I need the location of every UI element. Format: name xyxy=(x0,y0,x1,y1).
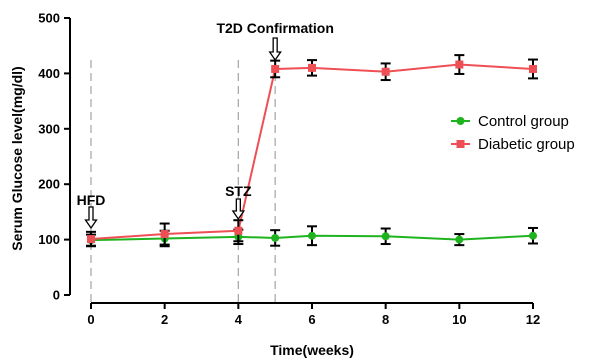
y-axis-label: Serum Glucose level(mg/dl) xyxy=(9,66,25,250)
y-tick-label: 500 xyxy=(38,11,60,26)
legend-label: Control group xyxy=(478,113,569,130)
y-tick-label: 400 xyxy=(38,66,60,81)
x-tick-label: 4 xyxy=(235,312,243,327)
x-tick-label: 12 xyxy=(526,312,540,327)
x-tick-label: 10 xyxy=(452,312,466,327)
legend-marker xyxy=(456,117,465,125)
data-point xyxy=(455,235,464,244)
data-point xyxy=(529,64,537,73)
series-line xyxy=(90,234,534,242)
data-point xyxy=(381,232,390,241)
y-tick-label: 300 xyxy=(38,121,60,136)
annotation-label: STZ xyxy=(225,183,252,199)
y-tick-label: 0 xyxy=(53,288,60,303)
data-point xyxy=(271,233,280,242)
down-arrow-icon xyxy=(268,37,282,62)
reference-dashed-lines xyxy=(90,60,276,303)
data-series xyxy=(86,54,538,248)
data-point xyxy=(87,235,95,244)
data-point xyxy=(271,64,280,73)
legend-label: Diabetic group xyxy=(478,136,575,153)
x-tick-label: 2 xyxy=(161,312,168,327)
series-control-group xyxy=(86,225,538,248)
data-point xyxy=(160,230,169,239)
data-point xyxy=(529,231,537,240)
legend: Control group Diabetic group xyxy=(451,113,575,153)
annotation-label: HFD xyxy=(77,192,106,208)
legend-item: Diabetic group xyxy=(451,136,575,153)
data-point xyxy=(381,67,390,76)
y-tick-label: 200 xyxy=(38,177,60,192)
down-arrow-icon xyxy=(84,206,98,230)
series-line xyxy=(90,63,534,241)
data-point xyxy=(455,60,464,69)
annotations: HFD STZ T2D Confirmation xyxy=(77,20,334,230)
x-tick-label: 6 xyxy=(308,312,315,327)
annotation-label: T2D Confirmation xyxy=(216,20,333,36)
data-point xyxy=(234,226,243,235)
data-point xyxy=(308,231,316,240)
x-tick-label: 0 xyxy=(87,312,94,327)
x-axis-label: Time(weeks) xyxy=(270,342,354,358)
y-tick-label: 100 xyxy=(38,232,60,247)
legend-item: Control group xyxy=(451,113,569,130)
data-point xyxy=(308,63,316,72)
x-tick-label: 8 xyxy=(382,312,389,327)
axes: 0 100 200 300 400 500 0 2 4 6 8 10 12 xyxy=(38,11,540,328)
legend-marker xyxy=(456,140,465,148)
down-arrow-icon xyxy=(231,198,246,221)
series-diabetic-group xyxy=(86,54,538,248)
